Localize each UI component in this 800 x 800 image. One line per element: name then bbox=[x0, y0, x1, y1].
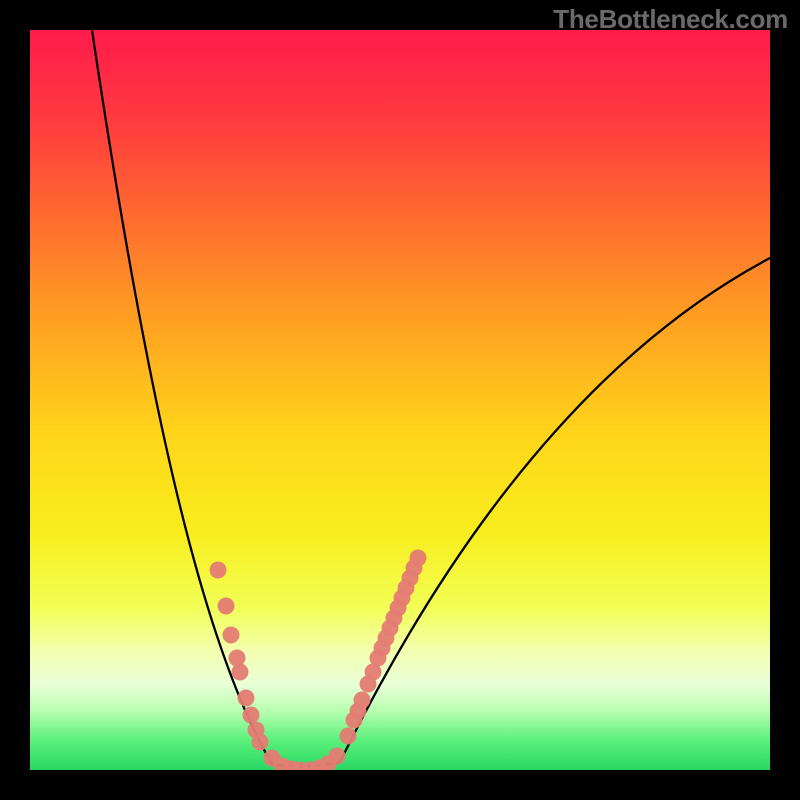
data-marker bbox=[252, 734, 269, 751]
bottleneck-chart bbox=[30, 30, 770, 770]
data-marker bbox=[223, 627, 240, 644]
figure-root: TheBottleneck.com bbox=[0, 0, 800, 800]
data-marker bbox=[340, 728, 357, 745]
data-marker bbox=[243, 707, 260, 724]
data-marker bbox=[410, 550, 427, 567]
data-marker bbox=[329, 748, 346, 765]
data-marker bbox=[229, 650, 246, 667]
data-marker bbox=[232, 664, 249, 681]
data-marker bbox=[354, 692, 371, 709]
gradient-background bbox=[30, 30, 770, 770]
data-marker bbox=[210, 562, 227, 579]
data-marker bbox=[238, 690, 255, 707]
data-marker bbox=[218, 598, 235, 615]
